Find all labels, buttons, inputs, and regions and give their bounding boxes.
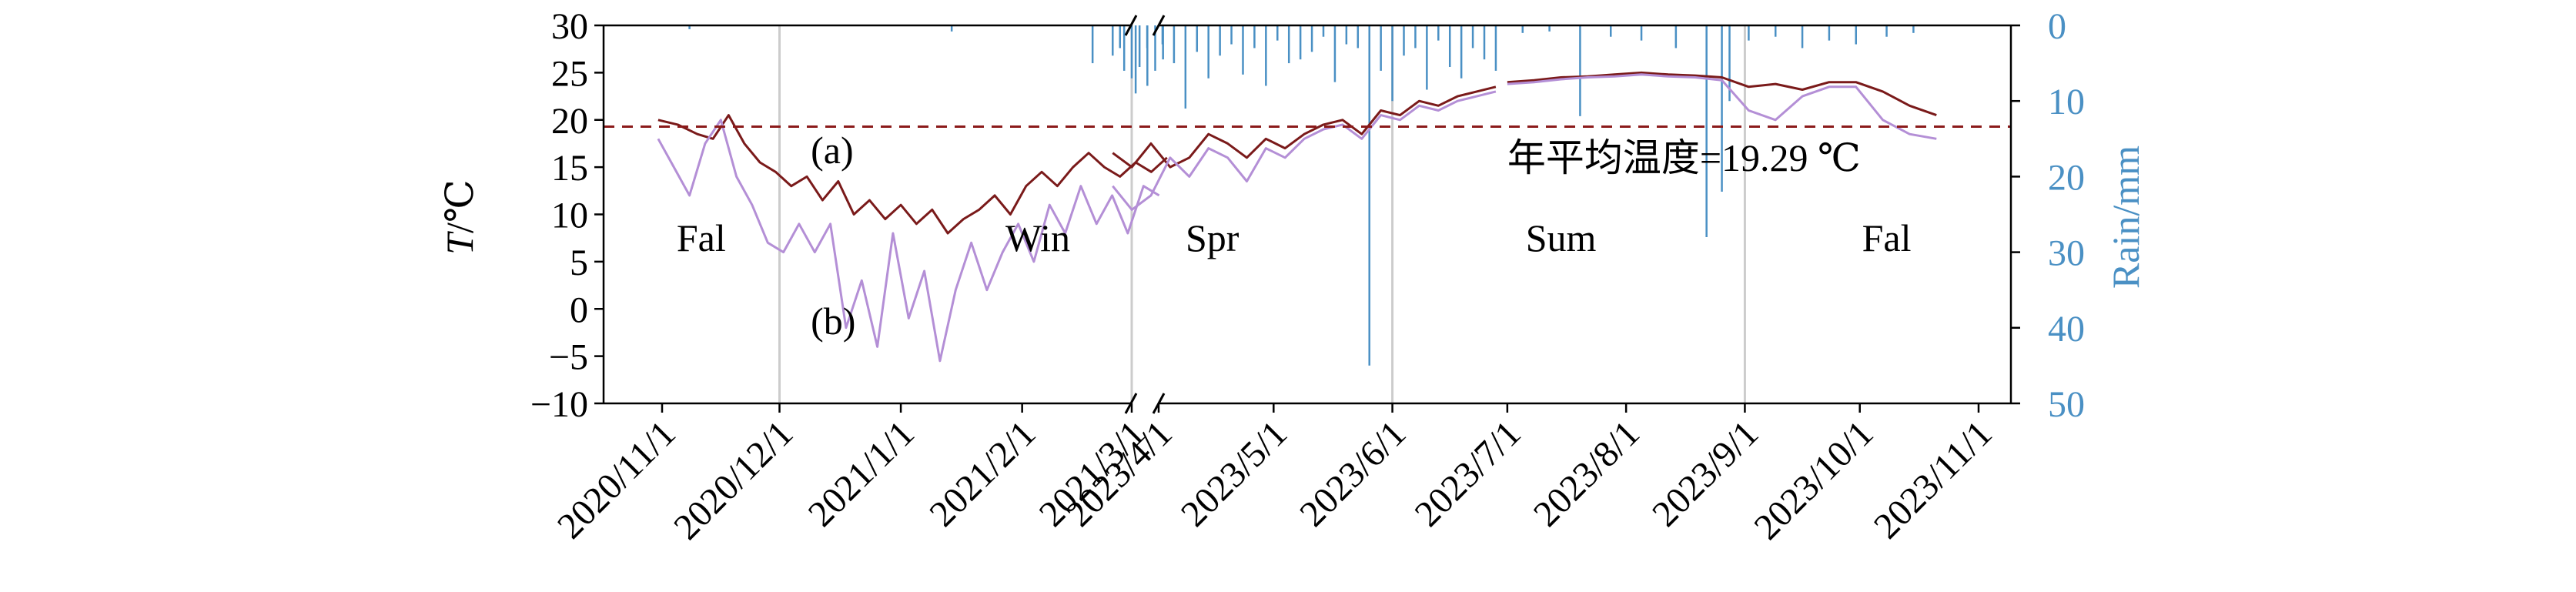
season-label: Win	[1005, 216, 1070, 259]
right-axis: 0 10 20 30 40 50	[2011, 6, 2085, 425]
left-axis-title-italic: T	[438, 231, 481, 255]
left-tick-label: −10	[530, 384, 588, 425]
left-tick-label: −5	[549, 337, 588, 378]
annotations: (a) (b) 年平均温度=19.29 ℃	[811, 129, 1861, 343]
x-tick-label: 2021/1/1	[801, 413, 922, 534]
season-label: Spr	[1186, 216, 1239, 259]
left-axis-title: T/℃	[438, 179, 481, 255]
series-b-line	[1507, 73, 1937, 140]
left-axis-title-unit: /℃	[438, 179, 481, 233]
left-tick-label: 20	[551, 101, 588, 142]
left-tick-label: 0	[570, 289, 588, 330]
x-tick-label: 2023/7/1	[1407, 413, 1528, 534]
left-tick-label: 25	[551, 53, 588, 94]
right-axis-title: Rain/mm	[2104, 145, 2147, 289]
left-tick-label: 30	[551, 6, 588, 47]
x-tick-label: 2020/11/1	[550, 413, 684, 547]
left-tick-label: 5	[570, 242, 588, 283]
x-tick-label: 2023/6/1	[1292, 413, 1413, 534]
break-slash	[1152, 393, 1166, 414]
annotation-label: 年平均温度=19.29 ℃	[1507, 136, 1861, 179]
series-b-line	[1112, 90, 1497, 211]
temperature-series	[657, 71, 1937, 363]
break-slash	[1152, 15, 1166, 36]
axis-break-marks	[1124, 15, 1166, 414]
left-tick-label: 10	[551, 196, 588, 236]
right-tick-label: 20	[2048, 157, 2085, 198]
x-tick-label: 2023/8/1	[1526, 413, 1648, 534]
x-tick-label: 2020/12/1	[666, 413, 801, 547]
x-tick-label: 2023/5/1	[1173, 413, 1295, 534]
plot-frame	[602, 24, 2012, 405]
annotation-label: (b)	[811, 299, 855, 343]
series-a-line	[1507, 71, 1937, 117]
season-label: Fal	[1862, 216, 1912, 259]
left-axis: 30 25 20 15 10 5 0 −5 −10	[530, 6, 604, 425]
rain-bars	[688, 25, 1915, 366]
right-tick-label: 40	[2048, 309, 2085, 350]
break-slash	[1124, 15, 1138, 36]
x-tick-label: 2023/11/1	[1866, 413, 2000, 547]
season-label: Fal	[677, 216, 726, 259]
series-a-line	[657, 114, 1168, 235]
right-tick-label: 50	[2048, 384, 2085, 425]
series-b-line	[657, 119, 1160, 363]
right-tick-label: 0	[2048, 6, 2066, 47]
right-tick-label: 10	[2048, 82, 2085, 122]
left-tick-label: 15	[551, 148, 588, 189]
x-tick-label: 2023/10/1	[1746, 413, 1881, 547]
x-tick-label: 2021/2/1	[922, 413, 1043, 534]
season-labels: Fal Win Spr Sum Fal	[677, 216, 1912, 259]
annotation-label: (a)	[811, 129, 854, 172]
season-dividers	[778, 25, 1746, 403]
right-tick-label: 30	[2048, 233, 2085, 274]
season-label: Sum	[1526, 216, 1597, 259]
break-slash	[1124, 393, 1138, 414]
